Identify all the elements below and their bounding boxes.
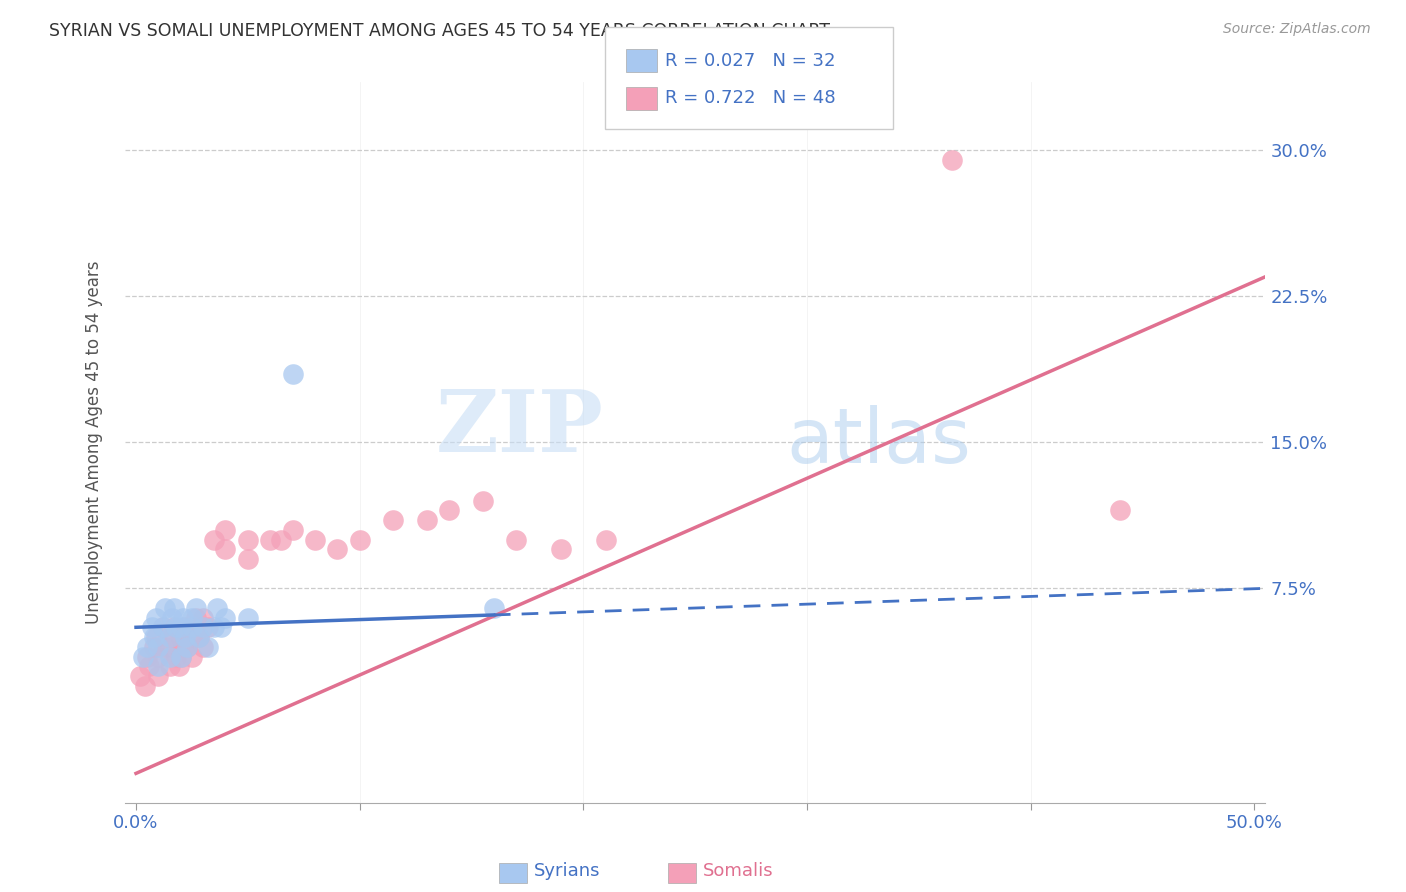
Point — [138, 659, 160, 673]
Point — [326, 542, 349, 557]
Point — [129, 669, 152, 683]
Point — [214, 610, 236, 624]
Point — [349, 533, 371, 547]
Point — [172, 640, 194, 654]
Y-axis label: Unemployment Among Ages 45 to 54 years: Unemployment Among Ages 45 to 54 years — [86, 260, 103, 624]
Point — [236, 610, 259, 624]
Point — [159, 659, 181, 673]
Point — [174, 630, 197, 644]
Point — [159, 649, 181, 664]
Point — [136, 640, 159, 654]
Text: R = 0.027   N = 32: R = 0.027 N = 32 — [665, 52, 835, 70]
Point — [160, 610, 183, 624]
Point — [214, 542, 236, 557]
Point — [148, 669, 170, 683]
Point — [176, 640, 198, 654]
Point — [145, 630, 167, 644]
Point — [187, 630, 209, 644]
Point — [209, 620, 232, 634]
Point — [153, 600, 176, 615]
Point — [159, 640, 181, 654]
Point — [482, 600, 505, 615]
Point — [281, 523, 304, 537]
Point — [134, 679, 156, 693]
Point — [174, 620, 197, 634]
Point — [181, 620, 204, 634]
Point — [202, 533, 225, 547]
Point — [152, 620, 174, 634]
Point — [152, 620, 174, 634]
Point — [181, 649, 204, 664]
Point — [186, 600, 208, 615]
Point — [304, 533, 326, 547]
Point — [148, 649, 170, 664]
Point — [176, 640, 198, 654]
Point — [132, 649, 155, 664]
Point — [170, 649, 193, 664]
Point — [437, 503, 460, 517]
Point — [159, 630, 181, 644]
Point — [197, 640, 219, 654]
Point — [170, 649, 193, 664]
Point — [141, 620, 163, 634]
Point — [170, 620, 193, 634]
Point — [505, 533, 527, 547]
Point — [205, 600, 228, 615]
Text: Source: ZipAtlas.com: Source: ZipAtlas.com — [1223, 22, 1371, 37]
Text: R = 0.722   N = 48: R = 0.722 N = 48 — [665, 89, 835, 107]
Point — [136, 649, 159, 664]
Point — [181, 630, 204, 644]
Point — [214, 523, 236, 537]
Text: ZIP: ZIP — [436, 386, 605, 470]
Point — [170, 630, 193, 644]
Text: SYRIAN VS SOMALI UNEMPLOYMENT AMONG AGES 45 TO 54 YEARS CORRELATION CHART: SYRIAN VS SOMALI UNEMPLOYMENT AMONG AGES… — [49, 22, 830, 40]
Point — [186, 610, 208, 624]
Point — [382, 513, 405, 527]
Point — [191, 620, 214, 634]
Point — [550, 542, 572, 557]
Point — [416, 513, 439, 527]
Point — [167, 659, 190, 673]
Point — [148, 659, 170, 673]
Text: atlas: atlas — [786, 405, 972, 479]
Point — [471, 493, 494, 508]
Point — [145, 610, 167, 624]
Point — [160, 630, 183, 644]
Point — [259, 533, 281, 547]
Point — [236, 552, 259, 566]
Point — [142, 630, 165, 644]
Point — [163, 600, 186, 615]
Point — [191, 640, 214, 654]
Point — [142, 640, 165, 654]
Point — [941, 153, 963, 167]
Point — [165, 649, 187, 664]
Point — [197, 620, 219, 634]
Text: Somalis: Somalis — [703, 863, 773, 880]
Point — [153, 640, 176, 654]
Point — [165, 620, 187, 634]
Point — [270, 533, 292, 547]
Point — [202, 620, 225, 634]
Point — [172, 610, 194, 624]
Point — [148, 640, 170, 654]
Text: Syrians: Syrians — [534, 863, 600, 880]
Point — [1109, 503, 1132, 517]
Point — [163, 620, 186, 634]
Point — [236, 533, 259, 547]
Point — [181, 610, 204, 624]
Point — [281, 367, 304, 381]
Point — [191, 610, 214, 624]
Point — [187, 630, 209, 644]
Point — [595, 533, 617, 547]
